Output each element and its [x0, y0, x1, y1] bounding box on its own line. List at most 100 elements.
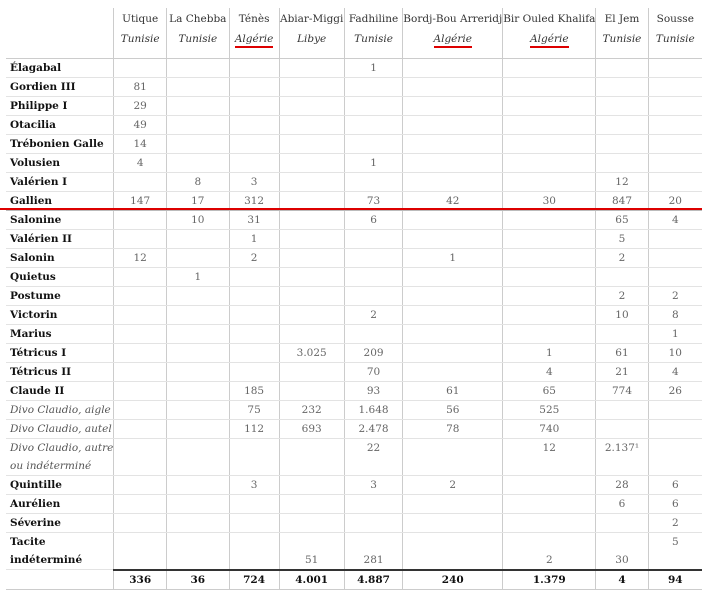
count-cell: 51 — [278, 550, 345, 570]
count-cell: 232 — [278, 400, 345, 420]
count-cell: 6 — [595, 494, 649, 514]
count-cell: 185 — [228, 381, 280, 401]
count-cell: 693 — [278, 419, 345, 439]
count-cell — [402, 532, 503, 551]
count-cell — [343, 286, 403, 306]
count-cell — [113, 267, 167, 287]
table-row: Divo Claudio, aigle 75 232 1.648 56 525 — [6, 400, 702, 420]
emperor-name: Postume — [6, 286, 114, 306]
table-row: Claude II 185 93 61 65 774 26 — [6, 381, 702, 401]
count-cell: 29 — [113, 96, 167, 116]
count-cell: 56 — [402, 400, 503, 420]
count-cell: 2.478 — [343, 419, 403, 439]
count-cell — [502, 115, 596, 135]
count-cell — [278, 115, 345, 135]
count-cell — [595, 513, 649, 533]
total-cell: 336 — [113, 568, 167, 590]
count-cell — [166, 513, 230, 533]
column-header: Bordj-Bou Arreridj Algérie — [402, 8, 503, 59]
count-cell — [343, 456, 403, 476]
count-cell — [228, 77, 280, 97]
corner-cell — [6, 8, 114, 59]
count-cell: 61 — [595, 343, 649, 363]
count-cell — [278, 267, 345, 287]
count-cell — [228, 494, 280, 514]
total-cell: 4 — [595, 568, 649, 590]
emperor-name: Victorin — [6, 305, 114, 325]
count-cell — [502, 494, 596, 514]
emperor-name: Valérien II — [6, 229, 114, 249]
table-row: ou indéterminé — [6, 456, 702, 476]
count-cell — [343, 115, 403, 135]
table-row: Gordien III 81 — [6, 77, 702, 97]
count-cell — [402, 343, 503, 363]
count-cell — [343, 494, 403, 514]
column-header: Fadhiline Tunisie — [343, 8, 403, 59]
count-cell — [278, 134, 345, 154]
emperor-name: Tétricus I — [6, 343, 114, 363]
count-cell: 65 — [502, 381, 596, 401]
count-cell: 28 — [595, 475, 649, 495]
totals-label-cell — [6, 569, 114, 590]
count-cell — [166, 77, 230, 97]
count-cell — [166, 229, 230, 249]
count-cell — [113, 210, 167, 230]
count-cell — [595, 134, 649, 154]
count-cell — [113, 362, 167, 382]
count-cell — [228, 267, 280, 287]
count-cell — [166, 438, 230, 457]
count-cell — [502, 229, 596, 249]
count-cell — [278, 381, 345, 401]
count-cell — [343, 172, 403, 192]
count-cell — [278, 324, 345, 344]
count-cell — [278, 286, 345, 306]
count-cell — [228, 305, 280, 325]
table-row: Trébonien Galle 14 — [6, 134, 702, 154]
count-cell — [402, 58, 503, 78]
site-name: La Chebba — [169, 13, 227, 25]
count-cell — [647, 96, 702, 116]
count-cell — [278, 494, 345, 514]
count-cell — [502, 77, 596, 97]
count-cell — [113, 58, 167, 78]
count-cell — [402, 77, 503, 97]
count-cell: 14 — [113, 134, 167, 154]
country-label: Tunisie — [178, 33, 218, 45]
count-cell: 740 — [502, 419, 596, 439]
count-cell — [166, 134, 230, 154]
count-cell — [402, 513, 503, 533]
site-name: Sousse — [656, 13, 694, 25]
count-cell — [595, 400, 649, 420]
count-cell — [502, 210, 596, 230]
count-cell — [595, 532, 649, 551]
count-cell — [166, 96, 230, 116]
count-cell — [502, 324, 596, 344]
count-cell: 12 — [113, 248, 167, 268]
count-cell: 70 — [343, 362, 403, 382]
emperor-name: Gordien III — [6, 77, 114, 97]
count-cell — [113, 305, 167, 325]
count-cell: 10 — [595, 305, 649, 325]
count-cell: 61 — [402, 381, 503, 401]
count-cell: 21 — [595, 362, 649, 382]
count-cell — [647, 134, 702, 154]
count-cell — [166, 550, 230, 570]
count-cell — [113, 229, 167, 249]
count-cell — [595, 58, 649, 78]
emperor-name: Tacite — [10, 535, 46, 548]
count-cell: 75 — [228, 400, 280, 420]
column-header: Utique Tunisie — [113, 8, 167, 59]
count-cell — [113, 550, 167, 570]
table-row: Volusien 4 1 — [6, 153, 702, 173]
count-cell — [278, 172, 345, 192]
count-cell — [502, 475, 596, 495]
count-cell — [402, 229, 503, 249]
count-cell — [228, 532, 280, 551]
count-cell — [113, 438, 167, 457]
count-cell — [228, 513, 280, 533]
count-cell — [278, 438, 345, 457]
count-cell — [166, 305, 230, 325]
emperor-name: Marius — [6, 324, 114, 344]
count-cell — [502, 248, 596, 268]
table-row: Otacilia 49 — [6, 115, 702, 135]
